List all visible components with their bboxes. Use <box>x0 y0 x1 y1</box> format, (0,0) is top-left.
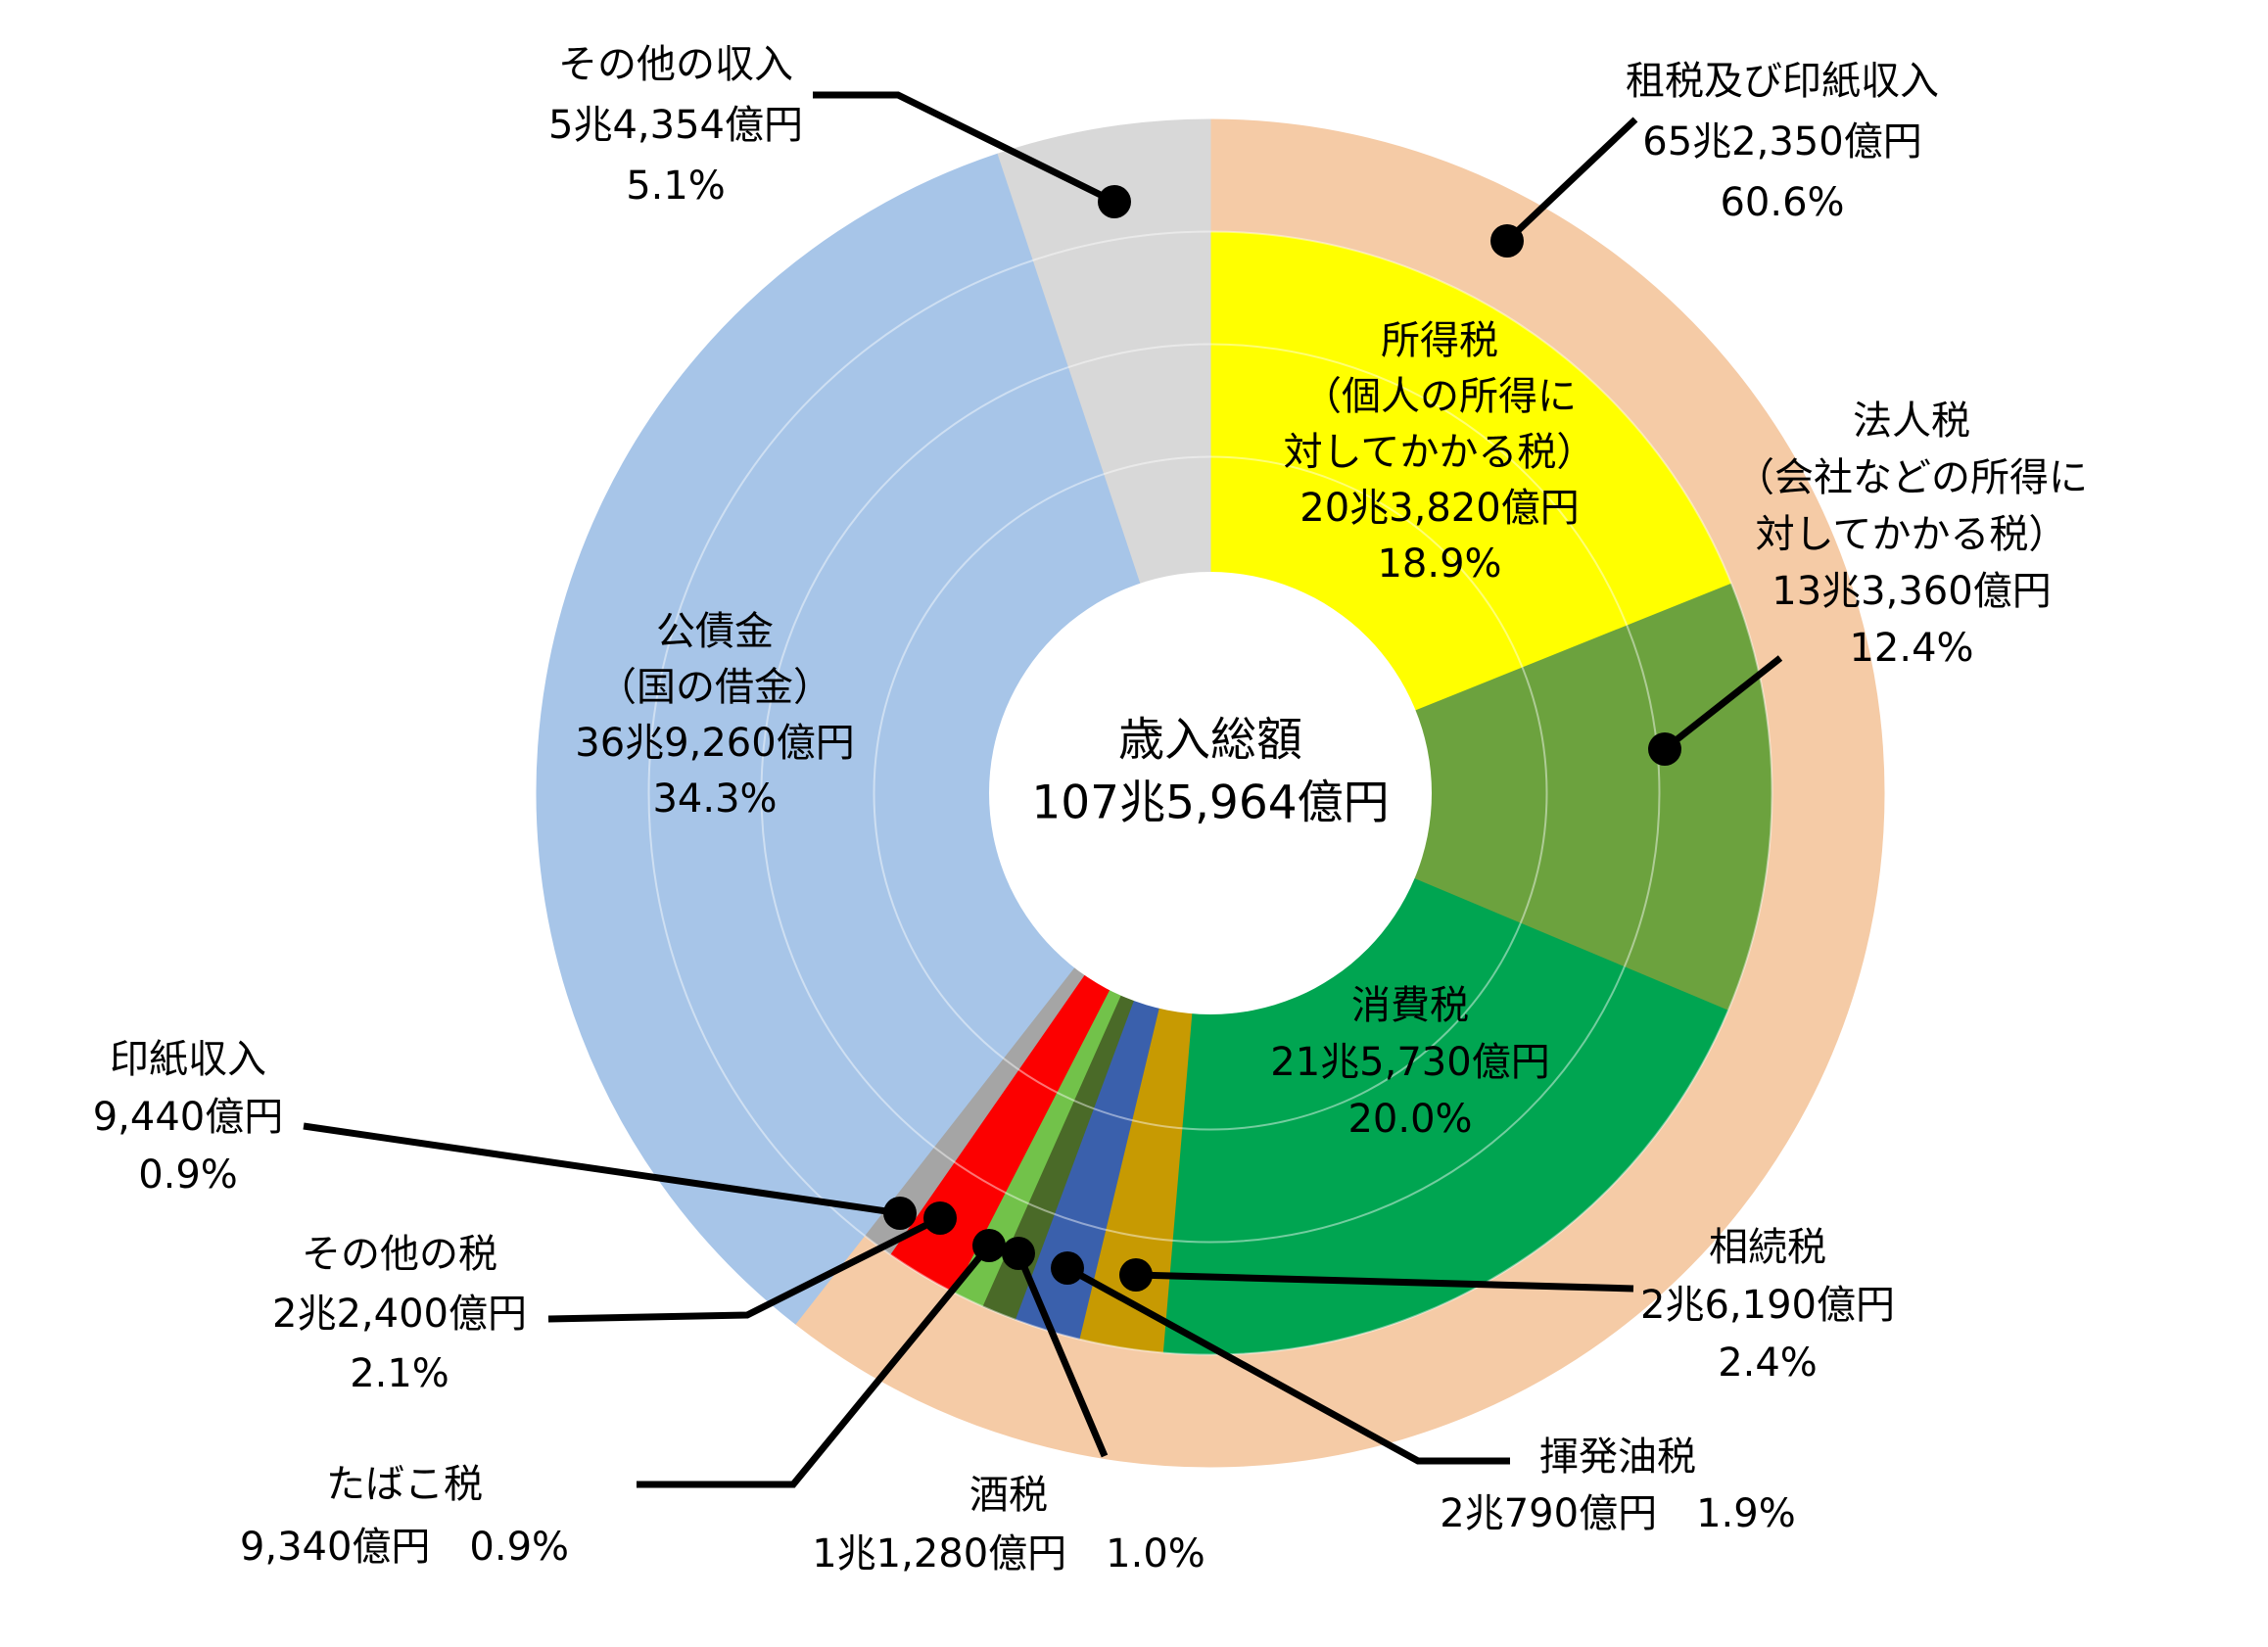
leader-dot-liquor-tax <box>1002 1237 1035 1270</box>
label-government-bonds-line-1: 公債金 <box>656 609 774 654</box>
label-inheritance-tax-line-2: 2兆6,190億円 <box>1640 1283 1895 1328</box>
grid-arc-3 <box>647 230 1773 1356</box>
label-income-tax-line-4: 20兆3,820億円 <box>1299 486 1579 531</box>
total-revenue-amount: 107兆5,964億円 <box>1031 776 1389 830</box>
label-gasoline-tax-line-2: 2兆790億円 1.9% <box>1440 1491 1795 1536</box>
label-other-revenue-line-1: その他の収入 <box>558 42 793 87</box>
label-consumption-tax-line-3: 20.0% <box>1347 1097 1472 1142</box>
label-liquor-tax: 酒税 1兆1,280億円 1.0% <box>812 1473 1205 1576</box>
label-government-bonds-line-3: 36兆9,260億円 <box>575 721 854 766</box>
label-stamp-revenue-line-3: 0.9% <box>138 1153 238 1198</box>
label-consumption-tax-line-1: 消費税 <box>1351 983 1469 1028</box>
pie-slice-consumption-tax <box>1161 877 1728 1355</box>
center-label: 歳入総額 107兆5,964億円 <box>1031 714 1389 830</box>
label-gasoline-tax-line-1: 揮発油税 <box>1539 1435 1696 1480</box>
label-consumption-tax-line-2: 21兆5,730億円 <box>1270 1040 1549 1085</box>
leader-line-other-revenue <box>813 91 1116 206</box>
label-other-taxes-line-2: 2兆2,400億円 <box>272 1292 527 1337</box>
label-income-tax-line-1: 所得税 <box>1381 318 1498 363</box>
label-tax-and-stamp-revenue-line-2: 65兆2,350億円 <box>1642 119 1921 165</box>
leader-dot-corporate-tax <box>1648 732 1681 766</box>
leader-line-corporate-tax <box>1662 655 1783 752</box>
grid-arc-1 <box>873 455 1548 1131</box>
leader-dot-other-taxes <box>923 1201 957 1235</box>
grid-arcs <box>647 230 1773 1356</box>
label-tax-and-stamp-revenue-line-3: 60.6% <box>1720 180 1844 225</box>
leader-dot-stamp-revenue <box>883 1197 917 1230</box>
label-stamp-revenue-line-2: 9,440億円 <box>93 1095 284 1140</box>
label-consumption-tax: 消費税 21兆5,730億円 20.0% <box>1270 983 1549 1142</box>
label-income-tax-line-3: 対してかかる税） <box>1284 430 1596 475</box>
label-other-taxes: その他の税 2兆2,400億円 2.1% <box>272 1232 527 1396</box>
label-income-tax-line-5: 18.9% <box>1377 541 1501 587</box>
label-government-bonds-line-2: （国の借金） <box>597 665 832 710</box>
label-corporate-tax-line-3: 対してかかる税） <box>1756 512 2068 557</box>
label-inheritance-tax: 相続税 2兆6,190億円 2.4% <box>1640 1225 1895 1386</box>
label-other-taxes-line-1: その他の税 <box>302 1232 497 1277</box>
label-corporate-tax-line-5: 12.4% <box>1849 626 1973 671</box>
label-tobacco-tax: たばこ税 9,340億円 0.9% <box>240 1462 569 1570</box>
leader-dot-tax-and-stamp-revenue <box>1490 224 1524 258</box>
label-government-bonds-line-4: 34.3% <box>652 776 777 822</box>
leader-line-other-taxes <box>547 1214 942 1323</box>
total-revenue-title: 歳入総額 <box>1118 714 1302 768</box>
label-tax-and-stamp-revenue: 租税及び印紙収入 65兆2,350億円 60.6% <box>1626 59 1939 225</box>
label-corporate-tax-line-1: 法人税 <box>1853 399 1970 444</box>
donut-hole <box>989 572 1432 1014</box>
leader-dot-tobacco-tax <box>972 1229 1006 1262</box>
label-liquor-tax-line-2: 1兆1,280億円 1.0% <box>812 1531 1205 1576</box>
label-liquor-tax-line-1: 酒税 <box>969 1473 1048 1518</box>
label-corporate-tax-line-2: （会社などの所得に <box>1735 455 2088 500</box>
leader-dot-gasoline-tax <box>1051 1251 1084 1285</box>
label-stamp-revenue-line-1: 印紙収入 <box>110 1037 266 1082</box>
leader-line-gasoline-tax <box>1065 1264 1510 1465</box>
label-other-revenue: その他の収入 5兆4,354億円 5.1% <box>548 42 803 209</box>
label-inheritance-tax-line-1: 相続税 <box>1709 1225 1826 1270</box>
grid-arc-2 <box>760 343 1661 1244</box>
label-tax-and-stamp-revenue-line-1: 租税及び印紙収入 <box>1626 59 1939 104</box>
leader-line-liquor-tax <box>1015 1251 1109 1458</box>
leader-line-tobacco-tax <box>637 1243 992 1488</box>
label-tobacco-tax-line-2: 9,340億円 0.9% <box>240 1525 569 1570</box>
leader-line-stamp-revenue <box>303 1122 901 1217</box>
label-other-revenue-line-3: 5.1% <box>626 164 726 209</box>
leader-line-tax-and-stamp-revenue <box>1504 117 1638 244</box>
label-income-tax-line-2: （個人の所得に <box>1302 374 1577 419</box>
leader-line-inheritance-tax <box>1135 1271 1634 1293</box>
leader-dot-other-revenue <box>1098 185 1131 218</box>
label-corporate-tax-line-4: 13兆3,360億円 <box>1772 569 2051 614</box>
label-inheritance-tax-line-3: 2.4% <box>1718 1341 1818 1386</box>
label-other-revenue-line-2: 5兆4,354億円 <box>548 103 803 148</box>
label-gasoline-tax: 揮発油税 2兆790億円 1.9% <box>1440 1435 1795 1536</box>
label-government-bonds: 公債金 （国の借金） 36兆9,260億円 34.3% <box>575 609 854 822</box>
slice-labels: 租税及び印紙収入65兆2,350億円60.6%所得税（個人の所得に対してかかる税… <box>93 42 2088 1576</box>
label-other-taxes-line-3: 2.1% <box>350 1351 449 1396</box>
leader-dot-inheritance-tax <box>1119 1258 1153 1292</box>
leader-lines <box>303 91 1783 1488</box>
label-tobacco-tax-line-1: たばこ税 <box>326 1462 483 1507</box>
label-stamp-revenue: 印紙収入 9,440億円 0.9% <box>93 1037 284 1198</box>
